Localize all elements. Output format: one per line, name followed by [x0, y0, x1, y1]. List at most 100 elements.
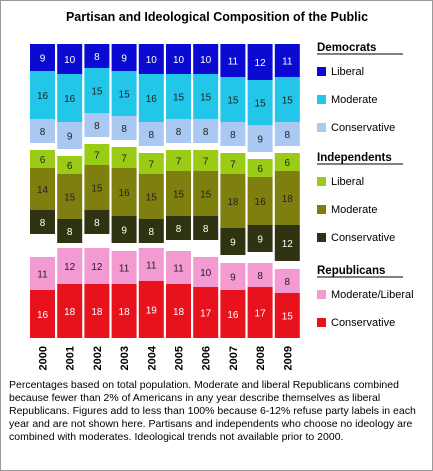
value-label: 18 [119, 307, 131, 318]
value-label: 9 [257, 135, 263, 146]
value-label: 8 [40, 218, 46, 229]
value-label: 9 [230, 238, 236, 249]
bar-segment [138, 74, 164, 122]
legend-swatch [317, 177, 326, 186]
bar-segment [84, 165, 110, 210]
legend-label: Conservative [331, 122, 395, 134]
chart: Partisan and Ideological Composition of … [30, 10, 414, 370]
value-label: 16 [255, 197, 267, 208]
bar-segment [138, 219, 164, 243]
bar-segment [30, 210, 55, 234]
value-label: 8 [203, 127, 209, 138]
value-label: 11 [37, 270, 48, 281]
value-label: 15 [146, 193, 158, 204]
value-label: 15 [200, 93, 212, 104]
value-label: 12 [64, 262, 76, 273]
legend-swatch [317, 318, 326, 327]
x-tick-label: 2006 [201, 346, 213, 370]
x-tick-label: 2001 [65, 346, 77, 370]
value-label: 14 [37, 185, 49, 196]
x-tick-label: 2000 [38, 346, 50, 370]
bar-segment [193, 257, 219, 287]
bar-segment [274, 77, 300, 122]
bar-segment [274, 122, 300, 146]
footnote: Percentages based on total population. M… [9, 379, 416, 443]
value-label: 15 [119, 90, 131, 101]
value-label: 9 [121, 54, 127, 65]
bar-segment [57, 74, 83, 122]
value-label: 18 [282, 194, 294, 205]
value-label: 9 [230, 273, 236, 284]
value-label: 8 [176, 224, 182, 235]
value-label: 11 [119, 264, 130, 275]
value-label: 11 [173, 264, 184, 275]
chart-title: Partisan and Ideological Composition of … [66, 10, 368, 24]
bar-segment [166, 171, 191, 216]
value-label: 8 [176, 127, 182, 138]
value-label: 15 [64, 193, 76, 204]
value-label: 18 [227, 197, 239, 208]
bar-segment [193, 150, 219, 171]
bar-segment [111, 284, 137, 338]
legend-group-title: Independents [317, 152, 392, 164]
value-label: 15 [91, 184, 103, 195]
legend-swatch [317, 233, 326, 242]
bar-segment [138, 44, 164, 74]
value-label: 18 [64, 307, 76, 318]
value-label: 15 [173, 190, 185, 201]
value-label: 6 [285, 158, 291, 169]
value-label: 9 [40, 54, 46, 65]
bar-segment [57, 156, 83, 174]
bar-segment [57, 44, 83, 74]
value-label: 16 [227, 310, 239, 321]
value-label: 10 [64, 55, 76, 66]
bar-segment [247, 287, 273, 338]
legend-label: Conservative [331, 317, 395, 329]
bar-segment [274, 44, 300, 77]
value-label: 15 [200, 190, 212, 201]
bar-segment [30, 257, 55, 290]
bar-segment [111, 251, 137, 284]
value-label: 8 [94, 121, 100, 132]
bar-segment [247, 177, 273, 225]
value-label: 12 [91, 262, 103, 273]
bar-segment [193, 171, 219, 216]
bar-segment [274, 269, 300, 293]
legend-label: Liberal [331, 66, 364, 78]
value-label: 19 [146, 306, 158, 317]
value-label: 8 [257, 271, 263, 282]
value-label: 7 [230, 160, 236, 171]
x-tick-label: 2008 [255, 346, 267, 370]
value-label: 8 [67, 227, 73, 238]
value-label: 7 [121, 154, 127, 165]
value-label: 17 [200, 309, 212, 320]
bar-segment [220, 77, 246, 122]
bar-segment [247, 125, 273, 152]
value-label: 8 [94, 52, 100, 63]
value-label: 10 [200, 268, 212, 279]
bar-segment [57, 174, 83, 219]
value-label: 18 [91, 307, 103, 318]
x-tick-label: 2004 [146, 345, 158, 370]
value-label: 8 [149, 130, 155, 141]
value-label: 15 [173, 93, 185, 104]
bar-segment [30, 290, 55, 338]
bar-segment [247, 159, 273, 177]
x-tick-label: 2007 [228, 346, 240, 370]
value-label: 10 [200, 55, 212, 66]
value-label: 8 [121, 124, 127, 135]
bar-segment [220, 153, 246, 174]
bar-segment [193, 74, 219, 119]
bar-segment [220, 290, 246, 338]
value-label: 12 [255, 58, 267, 69]
legend-swatch [317, 123, 326, 132]
bar-segment [220, 263, 246, 290]
value-label: 16 [119, 188, 131, 199]
bar-segment [30, 44, 55, 71]
bar-segment [220, 174, 246, 228]
value-label: 16 [64, 94, 76, 105]
value-label: 18 [173, 307, 185, 318]
bar-segment [57, 248, 83, 284]
bar-segment [30, 168, 55, 210]
bar-segment [111, 147, 137, 168]
